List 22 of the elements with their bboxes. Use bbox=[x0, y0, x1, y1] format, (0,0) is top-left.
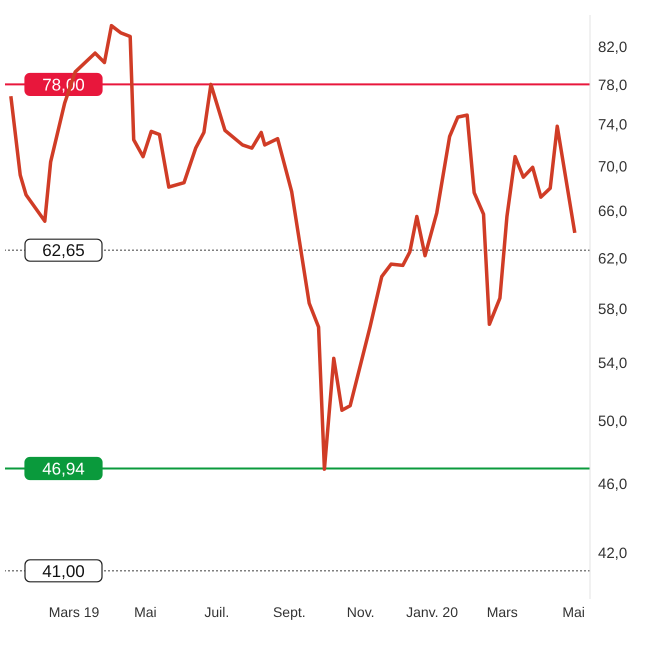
y-tick-label: 74,0 bbox=[598, 116, 628, 134]
y-tick-label: 46,0 bbox=[598, 476, 628, 494]
x-tick-label: Sept. bbox=[272, 604, 306, 620]
x-tick-label: Nov. bbox=[346, 604, 375, 620]
y-tick-label: 58,0 bbox=[598, 300, 628, 318]
x-tick-label: Juil. bbox=[204, 604, 230, 620]
y-tick-label: 62,0 bbox=[598, 250, 628, 268]
y-tick-label: 42,0 bbox=[598, 544, 628, 562]
y-tick-label: 78,0 bbox=[598, 76, 628, 94]
y-tick-label: 70,0 bbox=[598, 158, 628, 176]
y-tick-label: 82,0 bbox=[598, 38, 628, 56]
y-tick-label: 54,0 bbox=[598, 354, 628, 372]
x-tick-label: Mars 19 bbox=[48, 604, 100, 620]
x-tick-label: Mai bbox=[562, 604, 585, 620]
ref-line-label: 46,94 bbox=[42, 459, 85, 478]
ref-line-label: 62,65 bbox=[42, 241, 85, 260]
y-tick-label: 66,0 bbox=[598, 203, 628, 220]
x-tick-label: Mai bbox=[134, 604, 157, 620]
ref-line-label: 41,00 bbox=[42, 562, 85, 581]
x-tick-label: Janv. 20 bbox=[406, 604, 458, 620]
x-tick-label: Mars bbox=[486, 604, 518, 620]
y-tick-label: 50,0 bbox=[598, 413, 628, 430]
